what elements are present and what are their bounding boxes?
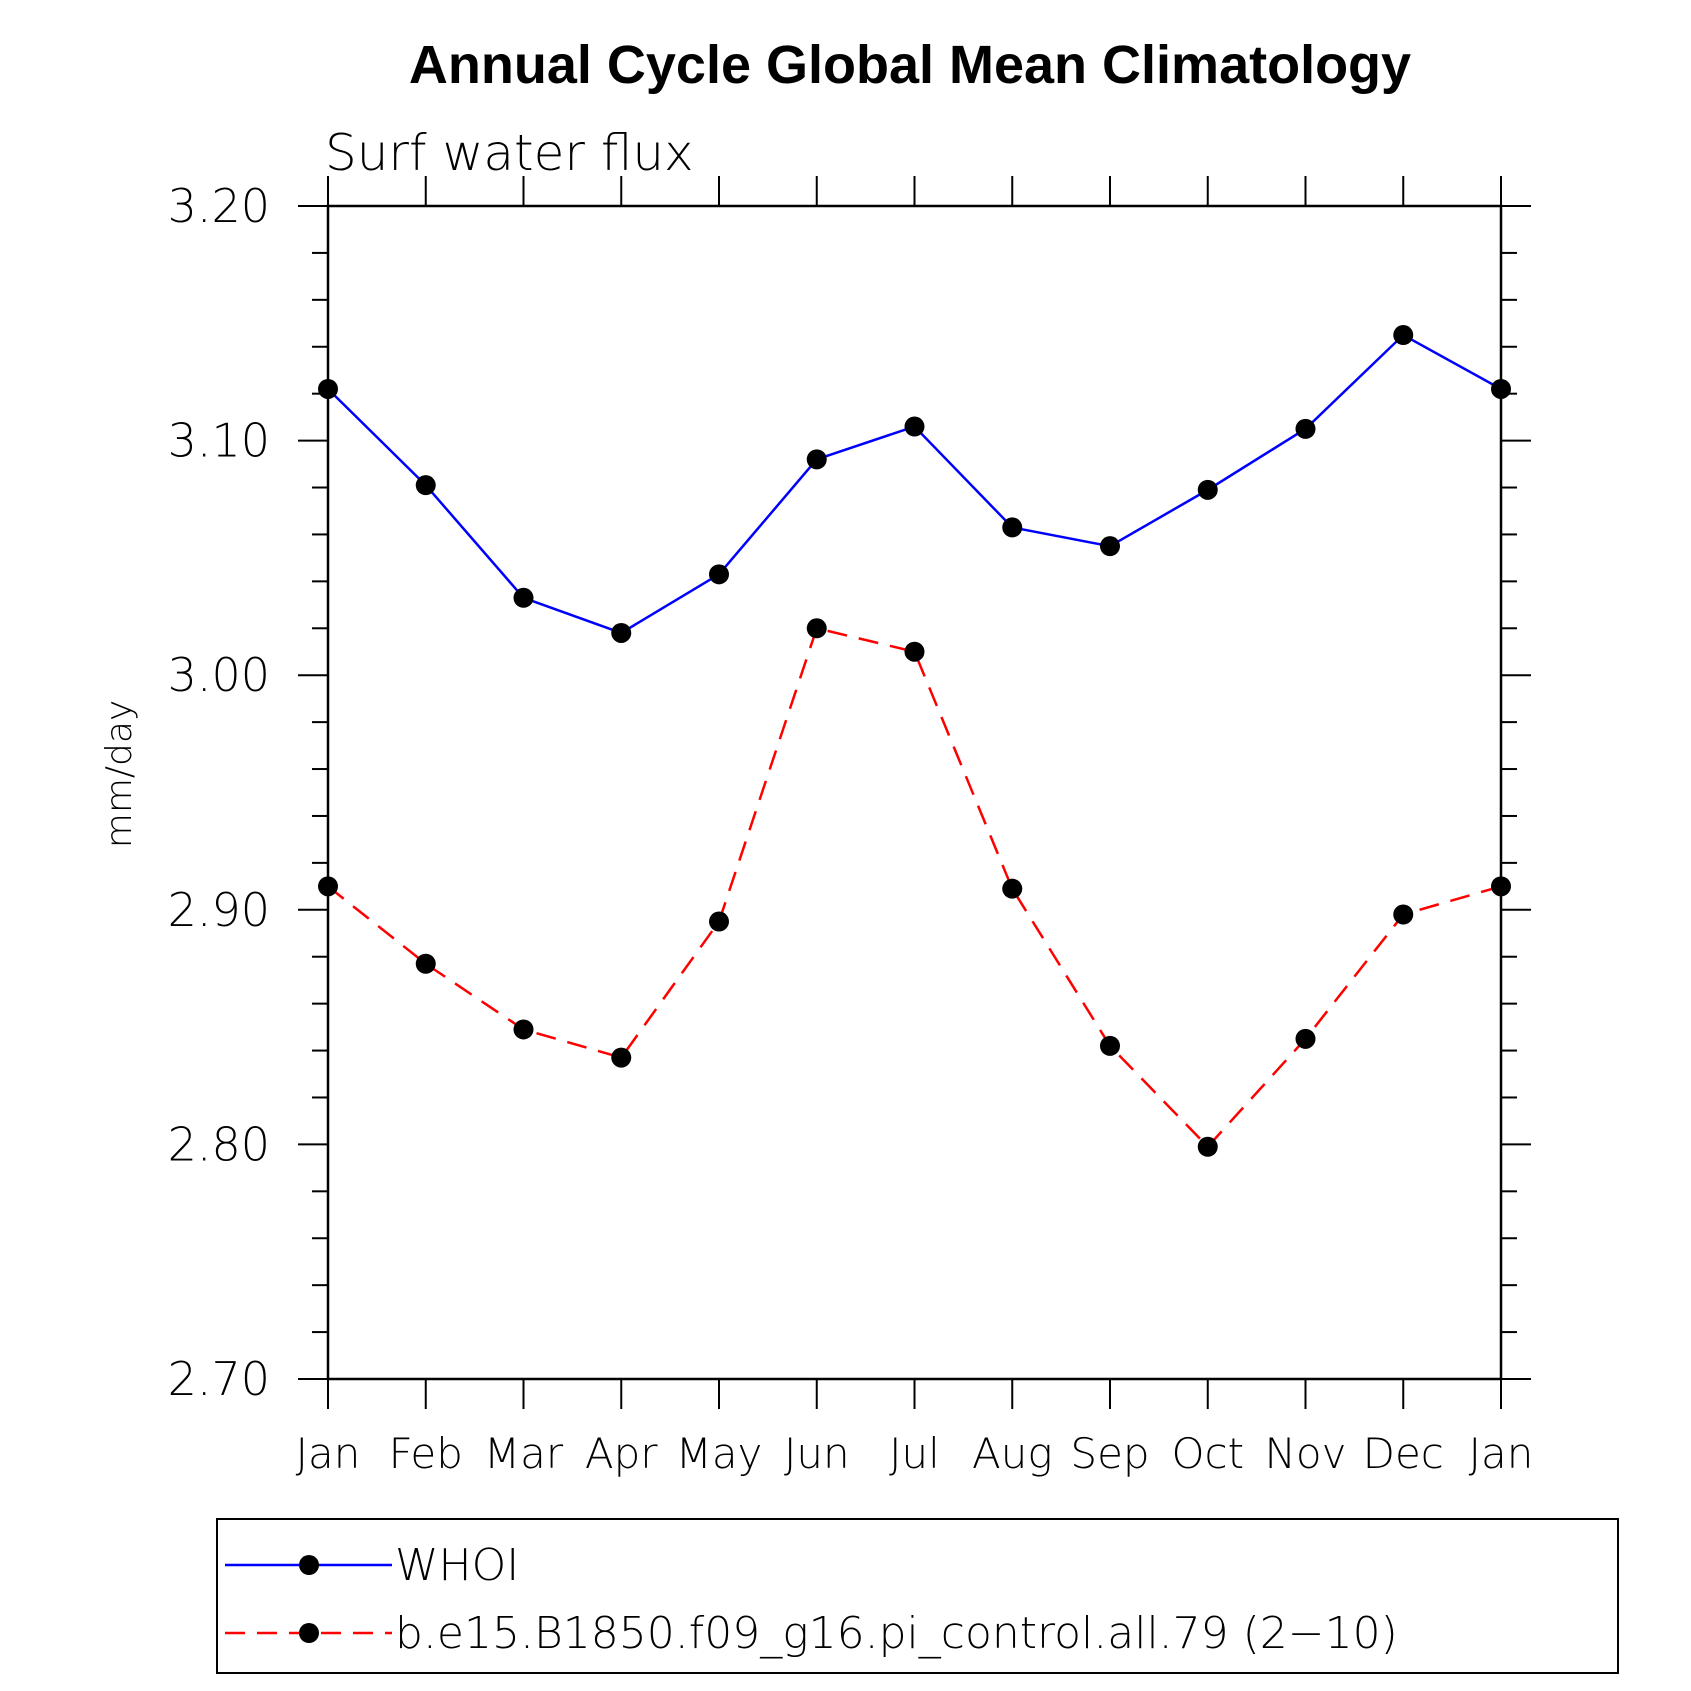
- series-2-point: [1393, 904, 1414, 925]
- series-2-point: [611, 1047, 632, 1068]
- y-tick-label: 3.00: [168, 648, 270, 702]
- series-1-point: [904, 416, 925, 437]
- y-tick-label: 2.70: [168, 1352, 270, 1406]
- legend-label-1: WHOI: [395, 1540, 519, 1591]
- x-tick-label: Sep: [1070, 1429, 1149, 1478]
- series-1-point: [806, 449, 827, 470]
- series-1-point: [513, 587, 534, 608]
- x-tick-label: Feb: [389, 1429, 463, 1478]
- x-tick-label: Jun: [784, 1429, 850, 1478]
- x-tick-label: Mar: [484, 1429, 564, 1478]
- axes: 2.70 2.80 2.90 3.00 3.10 3.20 Jan Feb Mar Apr May J…: [168, 176, 1534, 1478]
- series-2-point: [415, 953, 436, 974]
- x-tick-label: Dec: [1363, 1429, 1444, 1478]
- series-2-point: [513, 1019, 534, 1040]
- series-2-point: [1295, 1028, 1316, 1049]
- chart-title: Annual Cycle Global Mean Climatology: [409, 35, 1411, 95]
- series-2-point: [318, 876, 338, 897]
- series-1-point: [1002, 517, 1023, 538]
- series-1-point: [415, 475, 436, 496]
- series-2-point: [709, 911, 729, 932]
- legend-marker-1: [299, 1555, 319, 1575]
- legend: WHOI b.e15.B1850.f09_g16.pi_control.all.7…: [216, 1518, 1619, 1674]
- series-line-2: [327, 626, 1502, 1149]
- series-1-point: [709, 564, 729, 585]
- legend-marker-2: [299, 1623, 319, 1643]
- series-1-point: [1100, 536, 1120, 557]
- y-tick-label: 3.20: [168, 179, 270, 233]
- series-1-point: [1197, 479, 1218, 500]
- y-axis-label: mm/day: [99, 700, 140, 848]
- y-tick-label: 2.90: [168, 883, 270, 937]
- x-tick-label: Jul: [889, 1429, 940, 1478]
- series-2-point: [806, 618, 827, 639]
- series-2-point: [1100, 1035, 1120, 1056]
- series-2-point: [904, 641, 925, 662]
- y-tick-label: 3.10: [168, 414, 270, 468]
- series-layer: [318, 325, 1511, 1157]
- x-tick-label: Jan: [296, 1429, 361, 1478]
- series-1-point: [1295, 418, 1316, 439]
- series-2-point: [1002, 878, 1023, 899]
- x-tick-label: Aug: [972, 1429, 1053, 1478]
- x-tick-label: Apr: [585, 1429, 658, 1478]
- series-2-point: [1197, 1136, 1218, 1157]
- chart-subtitle: Surf water flux: [325, 124, 694, 182]
- series-1-point: [611, 622, 632, 643]
- x-tick-label: Oct: [1171, 1429, 1244, 1478]
- plot-frame: [326, 204, 1503, 1381]
- series-1-point: [1393, 325, 1414, 346]
- legend-label-2: b.e15.B1850.f09_g16.pi_control.all.79 (2…: [395, 1608, 1398, 1659]
- y-tick-label: 2.80: [168, 1117, 270, 1171]
- series-1-point: [1491, 378, 1511, 399]
- legend-box: [216, 1518, 1619, 1674]
- x-tick-label: May: [676, 1429, 763, 1478]
- series-line-1: [327, 333, 1502, 635]
- x-tick-label: Jan: [1469, 1429, 1534, 1478]
- x-tick-label: Nov: [1265, 1429, 1347, 1478]
- series-1-point: [318, 378, 338, 399]
- series-2-point: [1491, 876, 1511, 897]
